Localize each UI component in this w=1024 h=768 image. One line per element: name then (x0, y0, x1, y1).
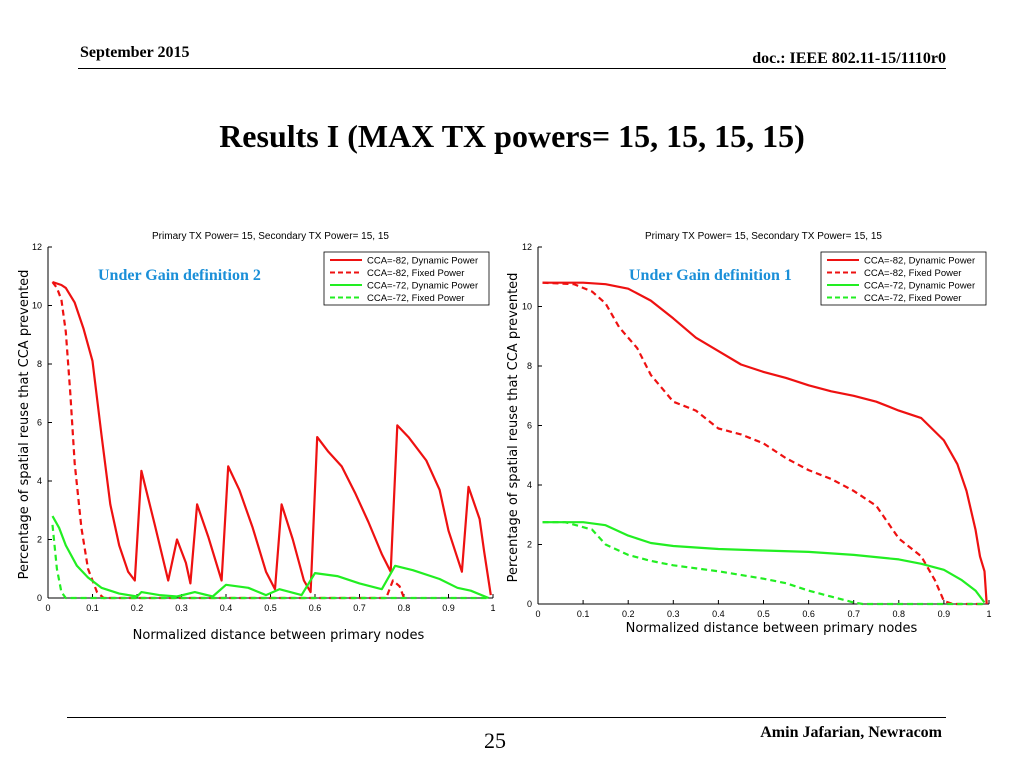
series-line-1 (52, 281, 492, 596)
y-tick-label: 6 (527, 421, 532, 431)
x-tick-label: 0.8 (398, 603, 411, 613)
gain-definition-note: Under Gain definition 2 (98, 267, 261, 284)
x-tick-label: 0.5 (264, 603, 277, 613)
x-tick-label: 0.6 (309, 603, 322, 613)
x-tick-label: 0.7 (847, 609, 860, 619)
x-tick-label: 0.3 (667, 609, 680, 619)
x-tick-label: 1 (490, 603, 495, 613)
series-line-3 (51, 515, 490, 600)
chart-title: Primary TX Power= 15, Secondary TX Power… (152, 231, 389, 242)
y-tick-label: 0 (37, 593, 42, 603)
y-tick-label: 10 (32, 301, 42, 311)
y-tick-label: 10 (522, 302, 532, 312)
x-tick-label: 1 (986, 609, 991, 619)
legend-label-3: CCA=-72, Dynamic Power (367, 281, 478, 292)
header-rule (78, 68, 946, 69)
plot-group: Primary TX Power= 15, Secondary TX Power… (506, 231, 992, 636)
legend-label-4: CCA=-72, Fixed Power (864, 293, 961, 304)
x-tick-label: 0.9 (938, 609, 951, 619)
x-tick-label: 0.1 (577, 609, 590, 619)
legend-label-2: CCA=-82, Fixed Power (367, 268, 464, 279)
x-tick-label: 0.5 (757, 609, 770, 619)
x-tick-label: 0.2 (622, 609, 635, 619)
legend-label-2: CCA=-82, Fixed Power (864, 268, 961, 279)
x-tick-label: 0.7 (353, 603, 366, 613)
chart-title: Primary TX Power= 15, Secondary TX Power… (645, 231, 882, 242)
series-line-2 (51, 281, 406, 600)
x-tick-label: 0.6 (802, 609, 815, 619)
legend-label-1: CCA=-82, Dynamic Power (864, 256, 975, 267)
y-tick-label: 2 (527, 540, 532, 550)
y-axis-label: Percentage of spatial reuse that CCA pre… (506, 273, 521, 583)
gain-definition-note: Under Gain definition 1 (629, 267, 792, 284)
header-doc-id: doc.: IEEE 802.11-15/1110r0 (752, 50, 946, 67)
x-tick-label: 0.8 (893, 609, 906, 619)
y-axis-label: Percentage of spatial reuse that CCA pre… (17, 270, 32, 580)
plot-group: Primary TX Power= 15, Secondary TX Power… (17, 231, 496, 643)
x-tick-label: 0.4 (712, 609, 725, 619)
y-tick-label: 4 (37, 476, 42, 486)
y-tick-label: 0 (527, 599, 532, 609)
x-axis-label: Normalized distance between primary node… (626, 621, 918, 636)
series-line-3 (542, 521, 986, 604)
y-tick-label: 8 (37, 359, 42, 369)
y-tick-label: 12 (32, 242, 42, 252)
x-tick-label: 0.9 (442, 603, 455, 613)
x-tick-label: 0.4 (220, 603, 233, 613)
page-number: 25 (484, 728, 506, 753)
y-tick-label: 12 (522, 242, 532, 252)
footer-author: Amin Jafarian, Newracom (760, 724, 942, 741)
x-tick-label: 0.2 (131, 603, 144, 613)
series-line-2 (542, 281, 985, 606)
y-tick-label: 8 (527, 361, 532, 371)
series-line-1 (542, 281, 988, 605)
x-tick-label: 0 (45, 603, 50, 613)
y-tick-label: 2 (37, 535, 42, 545)
x-tick-label: 0.3 (175, 603, 188, 613)
x-tick-label: 0.1 (86, 603, 99, 613)
x-axis-label: Normalized distance between primary node… (133, 628, 425, 643)
header-date: September 2015 (80, 44, 190, 61)
y-tick-label: 4 (527, 480, 532, 490)
slide-title: Results I (MAX TX powers= 15, 15, 15, 15… (219, 118, 805, 154)
legend-label-3: CCA=-72, Dynamic Power (864, 281, 975, 292)
legend-label-4: CCA=-72, Fixed Power (367, 293, 464, 304)
legend-label-1: CCA=-82, Dynamic Power (367, 256, 478, 267)
x-tick-label: 0 (535, 609, 540, 619)
y-tick-label: 6 (37, 418, 42, 428)
footer-rule (67, 717, 946, 718)
